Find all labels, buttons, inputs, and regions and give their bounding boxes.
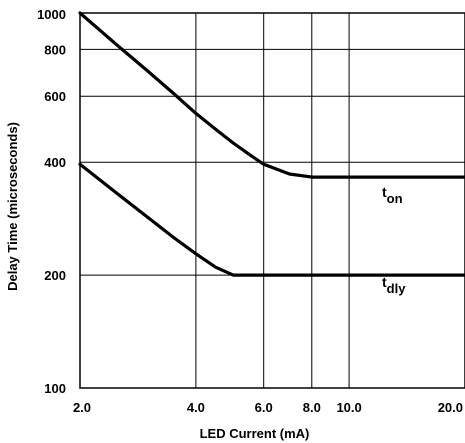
series-label-subscript: dly (387, 281, 407, 296)
y-tick-labels: 100 200 400 600 800 1000 (37, 7, 66, 396)
y-tick-label: 600 (44, 89, 66, 104)
y-tick-label: 200 (44, 268, 66, 283)
x-tick-label: 8.0 (303, 400, 321, 415)
grid (79, 12, 465, 389)
series-line-t-on (78, 11, 465, 179)
x-tick-label: 4.0 (187, 400, 205, 415)
x-tick-label: 2.0 (73, 400, 91, 415)
series-label-main: t (382, 184, 387, 200)
series-label-t-dly: tdly (382, 274, 406, 296)
series-line-t-dly (78, 162, 465, 277)
series-layer (78, 11, 465, 277)
x-tick-label: 20.0 (438, 400, 463, 415)
x-tick-labels: 2.0 4.0 6.0 8.0 10.0 20.0 (73, 400, 463, 415)
x-axis-title: LED Current (mA) (200, 426, 310, 441)
series-label-subscript: on (387, 191, 403, 206)
y-tick-label: 100 (44, 381, 66, 396)
y-tick-label: 400 (44, 155, 66, 170)
plot-frame (79, 12, 465, 389)
series-label-t-on: ton (382, 184, 403, 206)
x-tick-label: 6.0 (255, 400, 273, 415)
y-axis-title: Delay Time (microseconds) (5, 122, 20, 291)
series-label-main: t (382, 274, 387, 290)
x-tick-label: 10.0 (336, 400, 361, 415)
y-tick-label: 800 (44, 42, 66, 57)
y-tick-label: 1000 (37, 7, 66, 22)
